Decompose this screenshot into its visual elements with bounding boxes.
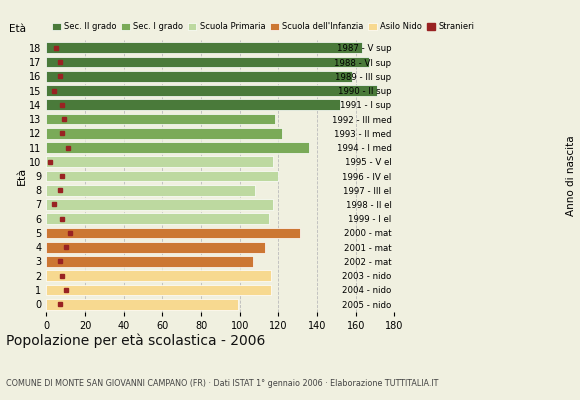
Bar (46, 228, 300, 238)
Bar (46, 171, 278, 181)
Text: Età: Età (9, 24, 26, 34)
Bar (46, 199, 273, 210)
Text: Popolazione per età scolastica - 2006: Popolazione per età scolastica - 2006 (6, 334, 265, 348)
Bar (46, 142, 309, 153)
Bar (46, 114, 274, 124)
Y-axis label: Età: Età (16, 167, 26, 185)
Bar (46, 57, 369, 68)
Bar (46, 213, 269, 224)
Bar (46, 85, 377, 96)
Bar (46, 100, 340, 110)
Text: Anno di nascita: Anno di nascita (566, 136, 577, 216)
Bar (46, 185, 255, 196)
Legend: Sec. II grado, Sec. I grado, Scuola Primaria, Scuola dell'Infanzia, Asilo Nido, : Sec. II grado, Sec. I grado, Scuola Prim… (50, 21, 476, 33)
Bar (46, 256, 253, 267)
Bar (46, 270, 271, 281)
Bar (46, 71, 352, 82)
Bar (46, 128, 282, 139)
Bar (46, 284, 271, 295)
Bar (46, 42, 361, 53)
Bar (46, 156, 273, 167)
Bar (46, 242, 265, 252)
Bar (46, 299, 238, 310)
Text: COMUNE DI MONTE SAN GIOVANNI CAMPANO (FR) · Dati ISTAT 1° gennaio 2006 · Elabora: COMUNE DI MONTE SAN GIOVANNI CAMPANO (FR… (6, 379, 438, 388)
